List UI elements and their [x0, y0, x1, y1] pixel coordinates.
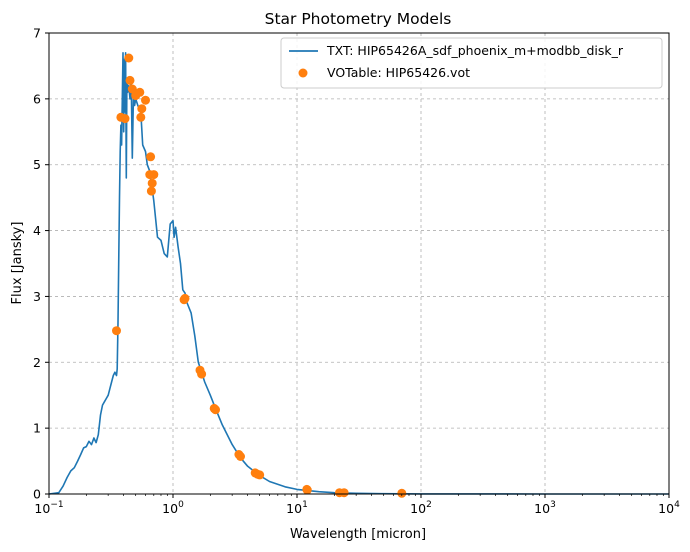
observed-data-point [339, 488, 349, 498]
observed-data-point [135, 87, 145, 97]
observed-data-point [141, 95, 150, 105]
observed-data-point [146, 152, 156, 162]
observed-data-point [136, 112, 146, 122]
y-tick-label: 0 [33, 487, 41, 502]
observed-data-point [112, 326, 121, 336]
x-tick-label: 103 [534, 500, 556, 516]
observed-data-point [125, 75, 135, 85]
x-tick-label: 104 [658, 500, 680, 516]
observed-data-point [236, 452, 245, 461]
legend-marker-swatch [298, 68, 308, 78]
plot-area [48, 32, 670, 498]
y-tick-label: 5 [33, 157, 41, 172]
y-tick-label: 3 [33, 289, 41, 304]
legend-label-model: TXT: HIP65426A_sdf_phoenix_m+modbb_disk_… [326, 43, 624, 58]
legend-label-observed: VOTable: HIP65426.vot [327, 65, 470, 80]
observed-data-point [397, 488, 407, 498]
observed-data-point [211, 405, 220, 415]
y-tick-label: 1 [33, 421, 41, 436]
observed-data-point [302, 485, 312, 495]
plot-background [49, 33, 669, 494]
observed-data-point [197, 369, 207, 379]
x-tick-label: 101 [286, 500, 308, 516]
legend-box [280, 37, 663, 89]
observed-data-point [255, 470, 265, 480]
observed-data-point [137, 104, 147, 114]
y-axis-label: Flux [Jansky] [10, 222, 25, 305]
x-axis: 10−1 100 101 102 103 104 [34, 494, 680, 516]
x-tick-label: 100 [162, 500, 184, 516]
y-tick-label: 4 [33, 223, 41, 238]
x-tick-label: 102 [410, 500, 432, 516]
y-tick-label: 2 [33, 355, 41, 370]
observed-data-point [149, 170, 159, 180]
observed-data-point [147, 178, 157, 188]
observed-data-point [146, 186, 156, 196]
y-tick-label: 7 [33, 26, 41, 41]
plot-frame [48, 32, 670, 495]
chart-title: Star Photometry Models [265, 10, 452, 28]
x-axis-label: Wavelength [micron] [290, 527, 426, 542]
y-tick-label: 6 [33, 91, 41, 106]
observed-data-point [124, 53, 134, 63]
observed-points-group [112, 53, 407, 498]
observed-data-point [180, 293, 190, 303]
x-tick-label: 10−1 [34, 500, 63, 516]
y-axis: 0 1 2 3 4 5 6 7 [33, 26, 49, 502]
observed-data-point [120, 114, 130, 124]
legend: TXT: HIP65426A_sdf_phoenix_m+modbb_disk_… [280, 37, 663, 89]
